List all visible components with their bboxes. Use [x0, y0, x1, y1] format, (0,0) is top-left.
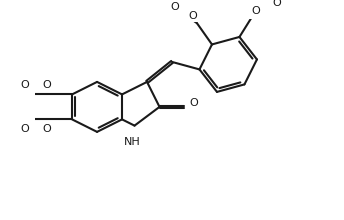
- Text: O: O: [189, 11, 197, 21]
- Text: O: O: [251, 6, 260, 16]
- Text: O: O: [43, 124, 52, 134]
- Text: O: O: [20, 80, 29, 90]
- Text: O: O: [272, 0, 281, 8]
- Text: O: O: [190, 98, 198, 108]
- Text: NH: NH: [123, 137, 140, 147]
- Text: O: O: [43, 80, 52, 90]
- Text: O: O: [20, 124, 29, 134]
- Text: O: O: [170, 2, 179, 12]
